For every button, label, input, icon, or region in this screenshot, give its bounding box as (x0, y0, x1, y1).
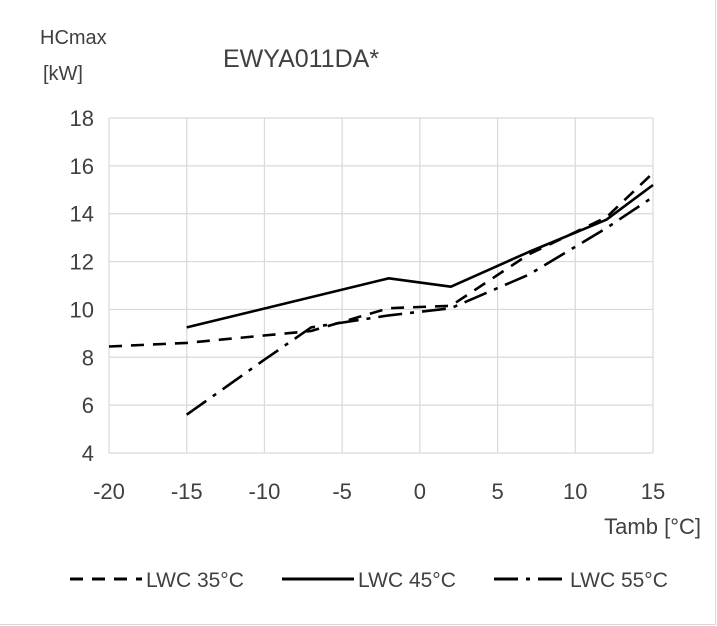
y-tick-labels: 4 6 8 10 12 14 16 18 (70, 106, 94, 466)
plot-grid (108, 117, 654, 454)
y-tick-label: 14 (70, 202, 94, 227)
y-axis-label-line1: HCmax (40, 27, 107, 49)
y-tick-label: 18 (70, 106, 94, 131)
y-tick-label: 6 (82, 393, 94, 418)
x-tick-label: 5 (491, 479, 503, 504)
y-tick-label: 4 (82, 441, 94, 466)
x-tick-label: 15 (641, 479, 665, 504)
x-tick-label: -5 (332, 479, 352, 504)
y-axis-label-line2: [kW] (43, 63, 83, 85)
y-tick-label: 10 (70, 297, 94, 322)
series-lines (108, 172, 654, 416)
legend-label-lwc35: LWC 35°C (146, 569, 244, 592)
y-tick-label: 8 (82, 345, 94, 370)
legend-label-lwc55: LWC 55°C (570, 569, 668, 592)
legend: LWC 35°C LWC 45°C LWC 55°C (70, 569, 668, 592)
x-tick-labels: -20 -15 -10 -5 0 5 10 15 (93, 479, 665, 504)
y-tick-label: 12 (70, 250, 94, 275)
y-tick-label: 16 (70, 154, 94, 179)
x-tick-label: -10 (249, 479, 281, 504)
series-line-lwc-55-c (185, 195, 654, 416)
series-line-lwc-45-c (186, 183, 654, 329)
x-tick-label: 0 (414, 479, 426, 504)
x-tick-label: -20 (93, 479, 125, 504)
chart-title: EWYA011DA* (223, 45, 379, 73)
x-axis-label: Tamb [°C] (604, 514, 701, 539)
x-tick-label: 10 (563, 479, 587, 504)
series-line-lwc-35-c (108, 172, 654, 348)
x-tick-label: -15 (171, 479, 203, 504)
legend-label-lwc45: LWC 45°C (358, 569, 456, 592)
